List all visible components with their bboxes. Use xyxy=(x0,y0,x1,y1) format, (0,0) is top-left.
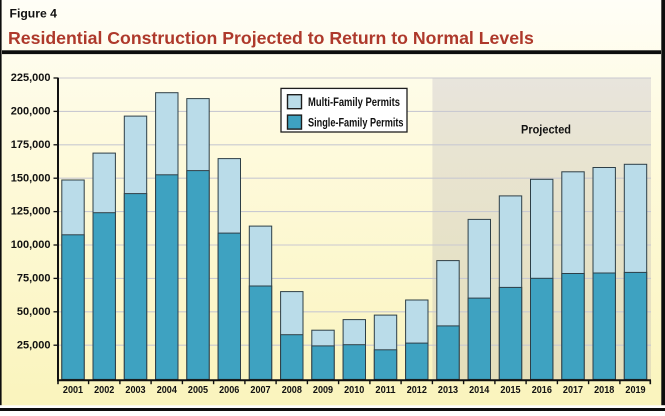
svg-text:2001: 2001 xyxy=(63,385,84,396)
svg-text:Residential Construction Proje: Residential Construction Projected to Re… xyxy=(8,28,534,48)
svg-text:Single-Family Permits: Single-Family Permits xyxy=(308,115,404,129)
svg-text:Multi-Family Permits: Multi-Family Permits xyxy=(308,95,400,109)
svg-text:200,000: 200,000 xyxy=(11,106,51,118)
svg-text:2017: 2017 xyxy=(563,385,584,396)
svg-text:2010: 2010 xyxy=(344,385,365,396)
svg-text:2014: 2014 xyxy=(469,385,490,396)
svg-text:2008: 2008 xyxy=(282,385,303,396)
svg-text:2007: 2007 xyxy=(250,385,271,396)
svg-text:Figure 4: Figure 4 xyxy=(10,7,58,21)
svg-text:50,000: 50,000 xyxy=(17,306,51,318)
svg-text:225,000: 225,000 xyxy=(11,72,51,84)
svg-text:2012: 2012 xyxy=(407,385,428,396)
svg-text:2019: 2019 xyxy=(625,385,646,396)
svg-text:2006: 2006 xyxy=(219,385,240,396)
svg-text:100,000: 100,000 xyxy=(11,239,51,251)
svg-text:2015: 2015 xyxy=(500,385,521,396)
svg-text:25,000: 25,000 xyxy=(17,339,51,351)
svg-text:2016: 2016 xyxy=(532,385,553,396)
svg-text:125,000: 125,000 xyxy=(11,206,51,218)
svg-text:175,000: 175,000 xyxy=(11,139,51,151)
svg-text:2004: 2004 xyxy=(157,385,178,396)
svg-text:150,000: 150,000 xyxy=(11,172,51,184)
svg-text:2011: 2011 xyxy=(375,385,396,396)
svg-text:2003: 2003 xyxy=(125,385,146,396)
svg-text:Projected: Projected xyxy=(521,123,571,137)
svg-text:2013: 2013 xyxy=(438,385,459,396)
svg-text:2002: 2002 xyxy=(94,385,115,396)
svg-text:75,000: 75,000 xyxy=(17,273,51,285)
svg-text:2005: 2005 xyxy=(188,385,209,396)
svg-text:2018: 2018 xyxy=(594,385,615,396)
svg-text:2009: 2009 xyxy=(313,385,334,396)
